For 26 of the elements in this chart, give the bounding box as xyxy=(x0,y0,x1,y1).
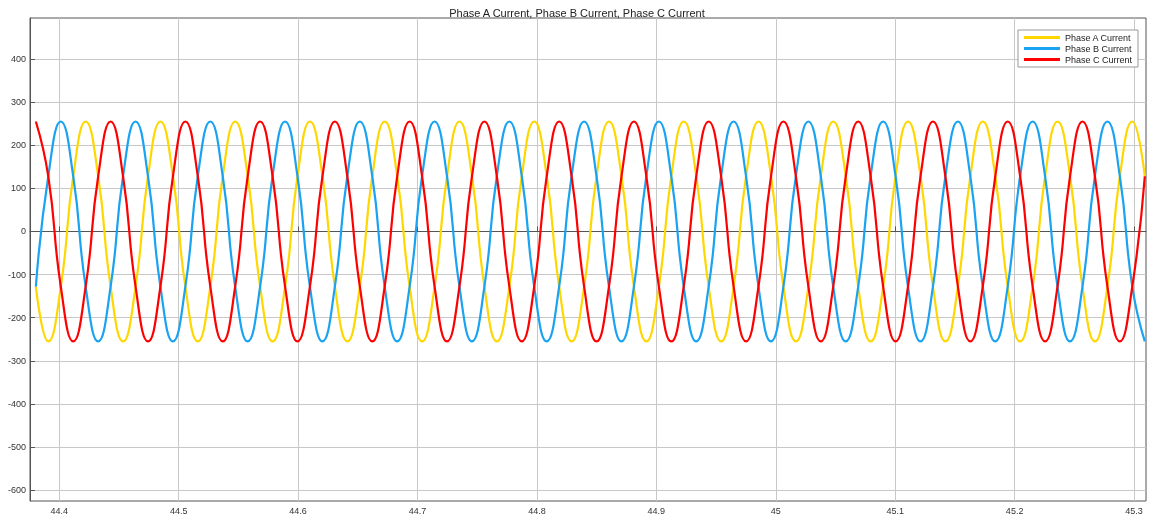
y-tick-label: 300 xyxy=(10,97,26,108)
legend-label: Phase B Current xyxy=(1064,43,1132,54)
x-tick-label: 44.9 xyxy=(647,505,666,516)
chart-title: Phase A Current, Phase B Current, Phase C Current xyxy=(449,6,705,19)
x-tick-label: 45.3 xyxy=(1125,505,1143,516)
y-tick-label: 100 xyxy=(10,183,26,194)
y-tick-label: -400 xyxy=(7,398,26,409)
x-tick-label: 44.7 xyxy=(408,505,427,516)
x-tick-label: 44.5 xyxy=(169,505,188,516)
x-tick-label: 44.4 xyxy=(50,505,69,516)
y-tick-label: -500 xyxy=(7,442,26,453)
line-series xyxy=(34,120,1146,343)
y-tick-label: -300 xyxy=(7,355,26,366)
x-tick-label: 45.1 xyxy=(886,505,904,516)
x-tick-label: 45 xyxy=(770,505,781,516)
x-tick-label: 44.8 xyxy=(528,505,546,516)
legend-label: Phase C Current xyxy=(1064,54,1133,65)
y-tick-label: -600 xyxy=(7,485,26,496)
y-tick-label: 0 xyxy=(20,226,26,237)
x-tick-label: 44.6 xyxy=(289,505,307,516)
y-tick-label: -100 xyxy=(7,269,26,280)
y-tick-label: 200 xyxy=(10,140,26,151)
legend-label: Phase A Current xyxy=(1064,32,1132,43)
y-tick-label: 400 xyxy=(10,53,26,64)
y-tick-label: -200 xyxy=(7,312,26,323)
x-tick-label: 45.2 xyxy=(1005,505,1024,516)
